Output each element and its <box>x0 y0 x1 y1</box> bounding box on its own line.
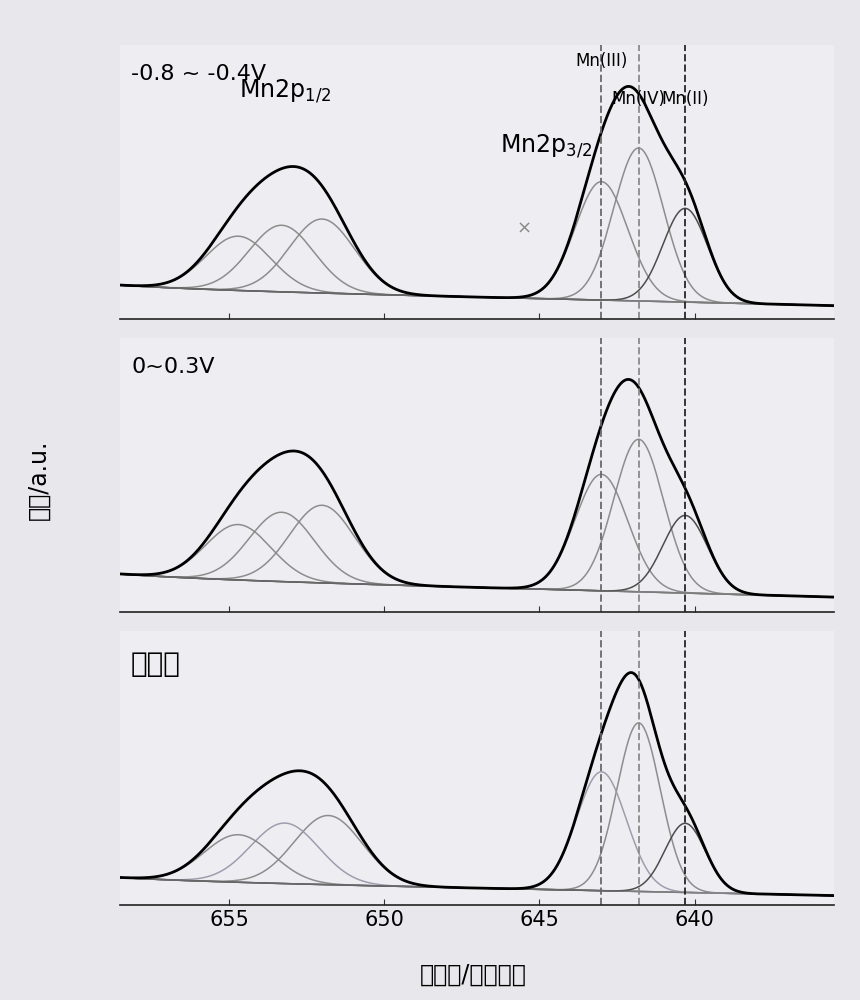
Text: Mn2p$_{1/2}$: Mn2p$_{1/2}$ <box>239 78 331 105</box>
Text: Mn(IV): Mn(IV) <box>611 90 666 108</box>
Text: ×: × <box>516 220 531 238</box>
Text: 未处理: 未处理 <box>131 650 181 678</box>
Text: Mn(III): Mn(III) <box>575 52 628 70</box>
Text: 强度/a.u.: 强度/a.u. <box>27 440 51 520</box>
Text: -0.8 ~ -0.4V: -0.8 ~ -0.4V <box>131 64 267 84</box>
Text: 结合能/电子伏特: 结合能/电子伏特 <box>420 963 526 987</box>
Text: 0~0.3V: 0~0.3V <box>131 357 215 377</box>
Text: Mn(II): Mn(II) <box>661 90 709 108</box>
Text: Mn2p$_{3/2}$: Mn2p$_{3/2}$ <box>500 133 592 160</box>
